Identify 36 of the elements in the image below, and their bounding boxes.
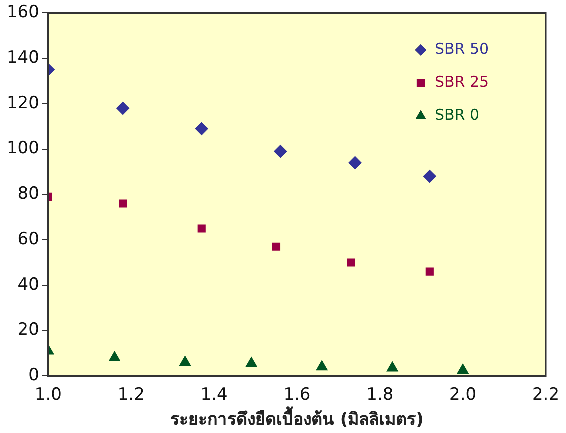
y-tick-label: 120: [6, 93, 40, 114]
x-tick-label: 1.4: [200, 384, 228, 405]
y-tick-label: 140: [6, 48, 40, 68]
point: [246, 357, 258, 368]
point: [347, 258, 356, 267]
point: [180, 356, 191, 366]
x-tick-label: 2.2: [532, 384, 560, 405]
point: [316, 360, 328, 371]
point: [348, 156, 362, 170]
y-tick-label: 80: [18, 184, 40, 204]
x-tick-label: 2.0: [450, 384, 477, 405]
y-tick-label: 20: [18, 320, 40, 340]
y-tick-label: 0: [28, 366, 40, 386]
point: [116, 102, 130, 115]
point: [274, 145, 288, 158]
point: [423, 170, 436, 184]
point: [426, 268, 434, 276]
x-axis-title: ระยะการดึงยืดเบื้องต้น (มิลลิเมตร): [170, 406, 424, 430]
y-tick-label: 40: [18, 274, 40, 295]
legend-label: SBR 0: [435, 106, 480, 124]
x-tick-label: 1.0: [34, 384, 62, 405]
x-tick-label: 1.6: [284, 384, 311, 405]
point: [195, 122, 208, 136]
legend-label: SBR 25: [435, 73, 490, 92]
point: [198, 224, 206, 233]
point: [119, 200, 128, 208]
point: [457, 364, 469, 374]
y-tick-label: 60: [18, 229, 40, 250]
x-tick-label: 1.2: [118, 384, 145, 405]
point: [109, 352, 120, 362]
y-tick-label: 160: [6, 2, 40, 23]
x-tick-label: 1.8: [366, 384, 394, 405]
y-tick-label: 100: [6, 138, 40, 159]
legend-label: SBR 50: [435, 40, 490, 58]
point: [386, 362, 398, 372]
point: [272, 242, 281, 251]
